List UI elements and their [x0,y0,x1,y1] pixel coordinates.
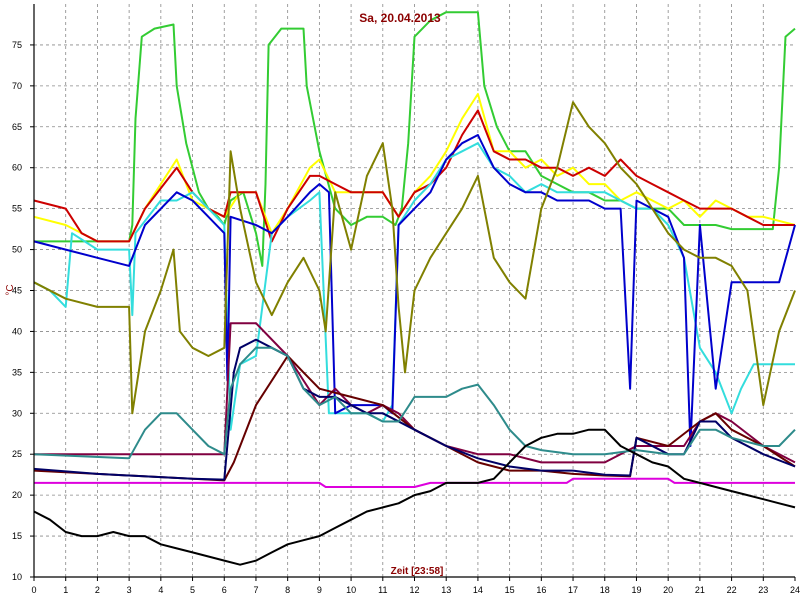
chart-title: Sa, 20.04.2013 [359,11,441,25]
series-line-10 [33,346,796,460]
x-tick-label: 8 [285,585,290,595]
x-tick-label: 0 [31,585,36,595]
x-tick-label: 22 [727,585,737,595]
y-tick-label: 70 [12,81,22,91]
y-tick-label: 40 [12,326,22,336]
x-tick-label: 11 [378,585,387,595]
x-tick-label: 6 [222,585,227,595]
x-tick-label: 3 [127,585,132,595]
y-tick-label: 45 [12,286,22,296]
y-tick-label: 30 [12,408,22,418]
series-line-5 [33,134,796,447]
x-tick-label: 20 [663,585,673,595]
x-tick-label: 14 [473,585,483,595]
x-tick-label: 5 [190,585,195,595]
y-tick-label: 10 [12,572,22,582]
x-tick-label: 2 [95,585,100,595]
y-tick-label: 55 [12,204,22,214]
x-tick-label: 19 [631,585,641,595]
x-tick-label: 13 [441,585,451,595]
series-line-7 [34,322,796,464]
y-tick-label: 35 [12,367,22,377]
x-tick-label: 16 [536,585,546,595]
y-tick-label: 50 [12,245,22,255]
x-tick-label: 4 [158,585,163,595]
y-tick-label: 25 [12,449,22,459]
x-tick-label: 24 [790,585,800,595]
y-axis-label: °C [5,284,16,295]
y-tick-label: 15 [12,531,22,541]
x-tick-label: 12 [409,585,419,595]
x-tick-label: 23 [758,585,768,595]
x-tick-label: 9 [317,585,322,595]
x-tick-label: 21 [695,585,705,595]
x-tick-labels: 0 1 2 3 4 5 6 7 8 9 10 11 12 13 14 15 16 17 18 19 20 21 22 23 24 [31,585,800,595]
y-tick-label: 75 [12,40,22,50]
y-tick-label: 65 [12,122,22,132]
series-group [33,11,796,566]
y-tick-label: 60 [12,163,22,173]
y-tick-labels: 10 15 20 25 30 35 40 45 50 55 60 65 70 75 [12,40,22,582]
x-tick-label: 18 [600,585,610,595]
x-tick-label: 10 [346,585,356,595]
series-line-6 [33,101,796,415]
x-tick-label: 15 [505,585,515,595]
x-tick-label: 1 [63,585,68,595]
x-tick-label: 17 [568,585,578,595]
x-axis-label: Zeit [23:58] [391,566,444,577]
plot-frame [30,4,796,581]
series-line-12 [33,428,796,566]
x-tick-label: 7 [253,585,258,595]
series-line-11 [34,477,795,488]
y-tick-label: 20 [12,490,22,500]
